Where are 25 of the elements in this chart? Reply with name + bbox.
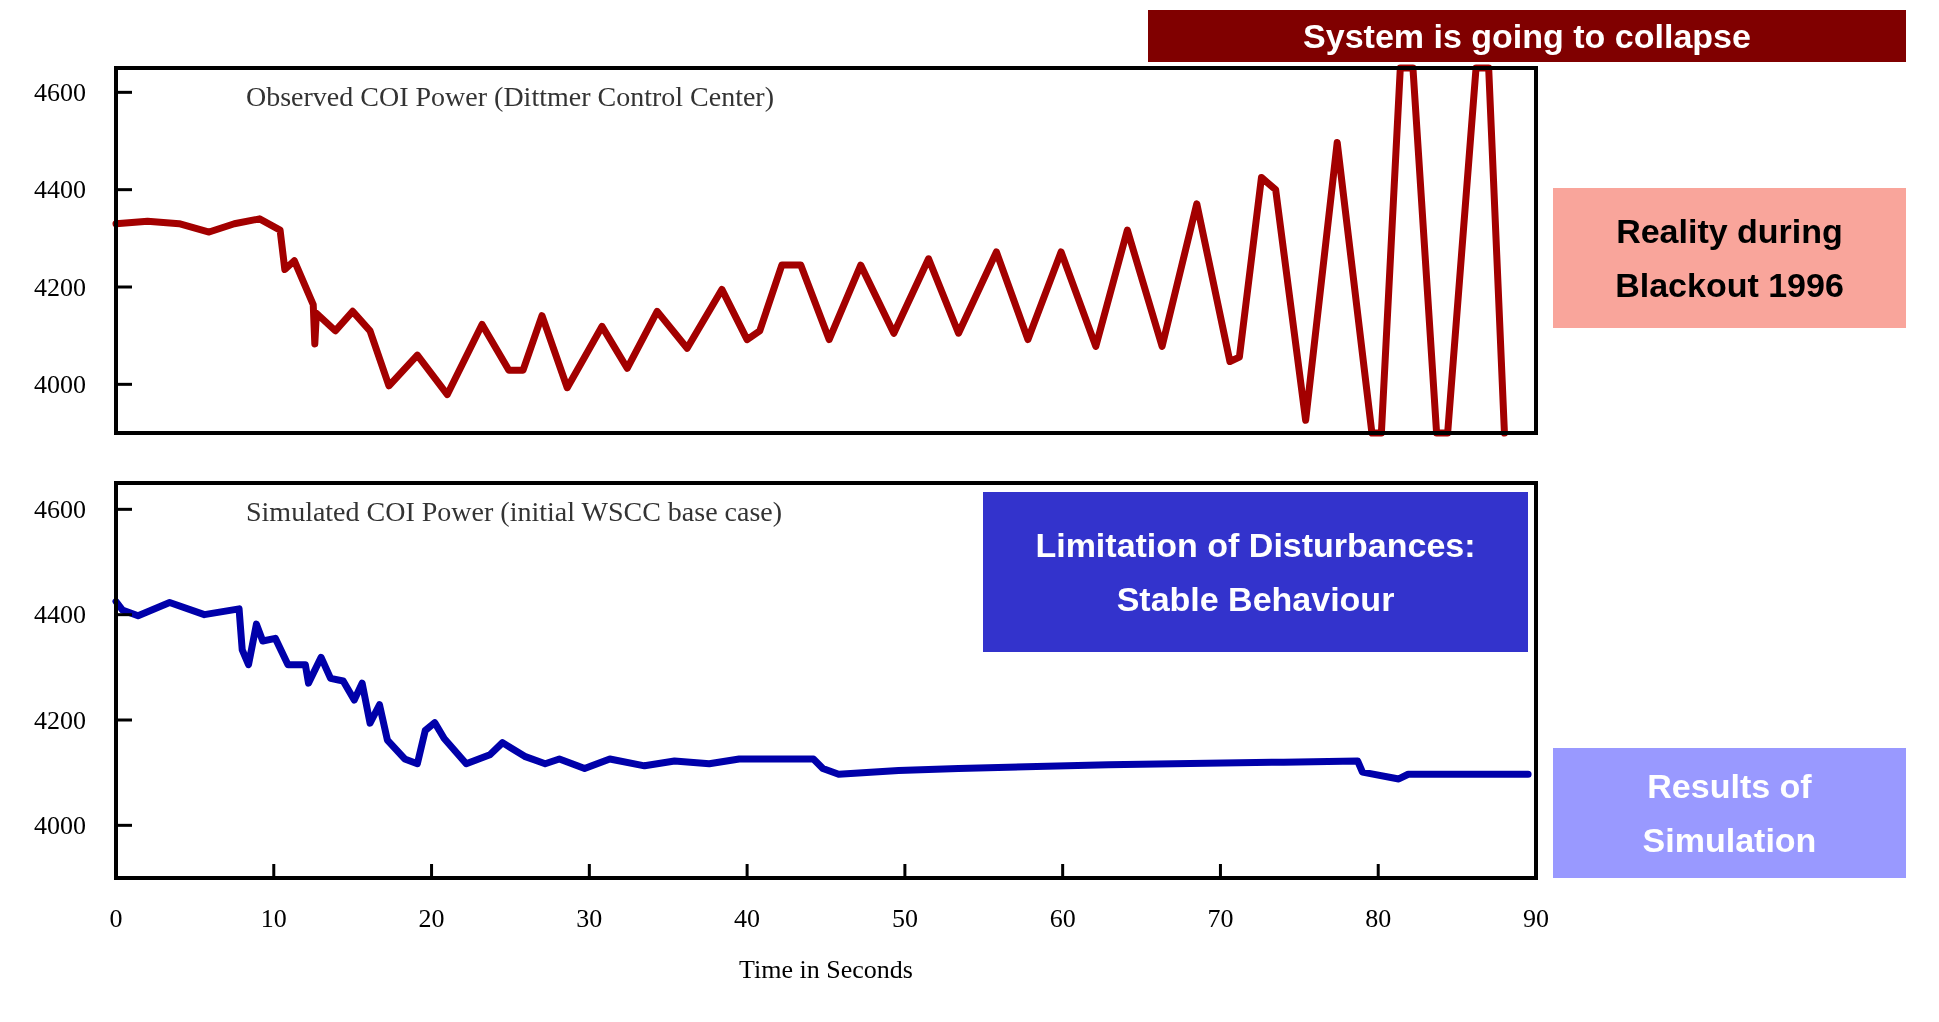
x-tick-label: 20 xyxy=(418,903,445,933)
annotation: Limitation of Disturbances: Stable Behaviour xyxy=(1035,526,1476,618)
y-tick-label: 4000 xyxy=(34,369,86,399)
x-tick-label: 40 xyxy=(734,903,761,933)
x-tick-label: 70 xyxy=(1207,903,1234,933)
y-tick-label: 4600 xyxy=(34,494,86,524)
y-tick-label: 4000 xyxy=(34,810,86,840)
x-tick-label: 80 xyxy=(1365,903,1392,933)
y-tick-label: 4200 xyxy=(34,705,86,735)
x-tick-label: 10 xyxy=(260,903,287,933)
y-tick-label: 4400 xyxy=(34,175,86,205)
text: Reality during Blackout 1996 xyxy=(1615,212,1844,304)
y-tick-label: 4200 xyxy=(34,272,86,302)
x-tick-label: 0 xyxy=(109,903,123,933)
x-tick-label: 30 xyxy=(576,903,603,933)
x-tick-label: 50 xyxy=(891,903,918,933)
x-tick-label: 90 xyxy=(1523,903,1549,933)
text: System is going to collapse xyxy=(1303,17,1751,55)
y-tick-label: 4400 xyxy=(34,600,86,630)
text: Results of Simulation xyxy=(1642,767,1817,859)
text: Simulated COI Power (initial WSCC base case) xyxy=(246,496,783,527)
text: Observed COI Power (Dittmer Control Center) xyxy=(246,81,774,112)
y-tick-label: 4600 xyxy=(34,77,86,107)
x-tick-label: 60 xyxy=(1049,903,1076,933)
x-axis-title: Time in Seconds xyxy=(739,955,913,984)
